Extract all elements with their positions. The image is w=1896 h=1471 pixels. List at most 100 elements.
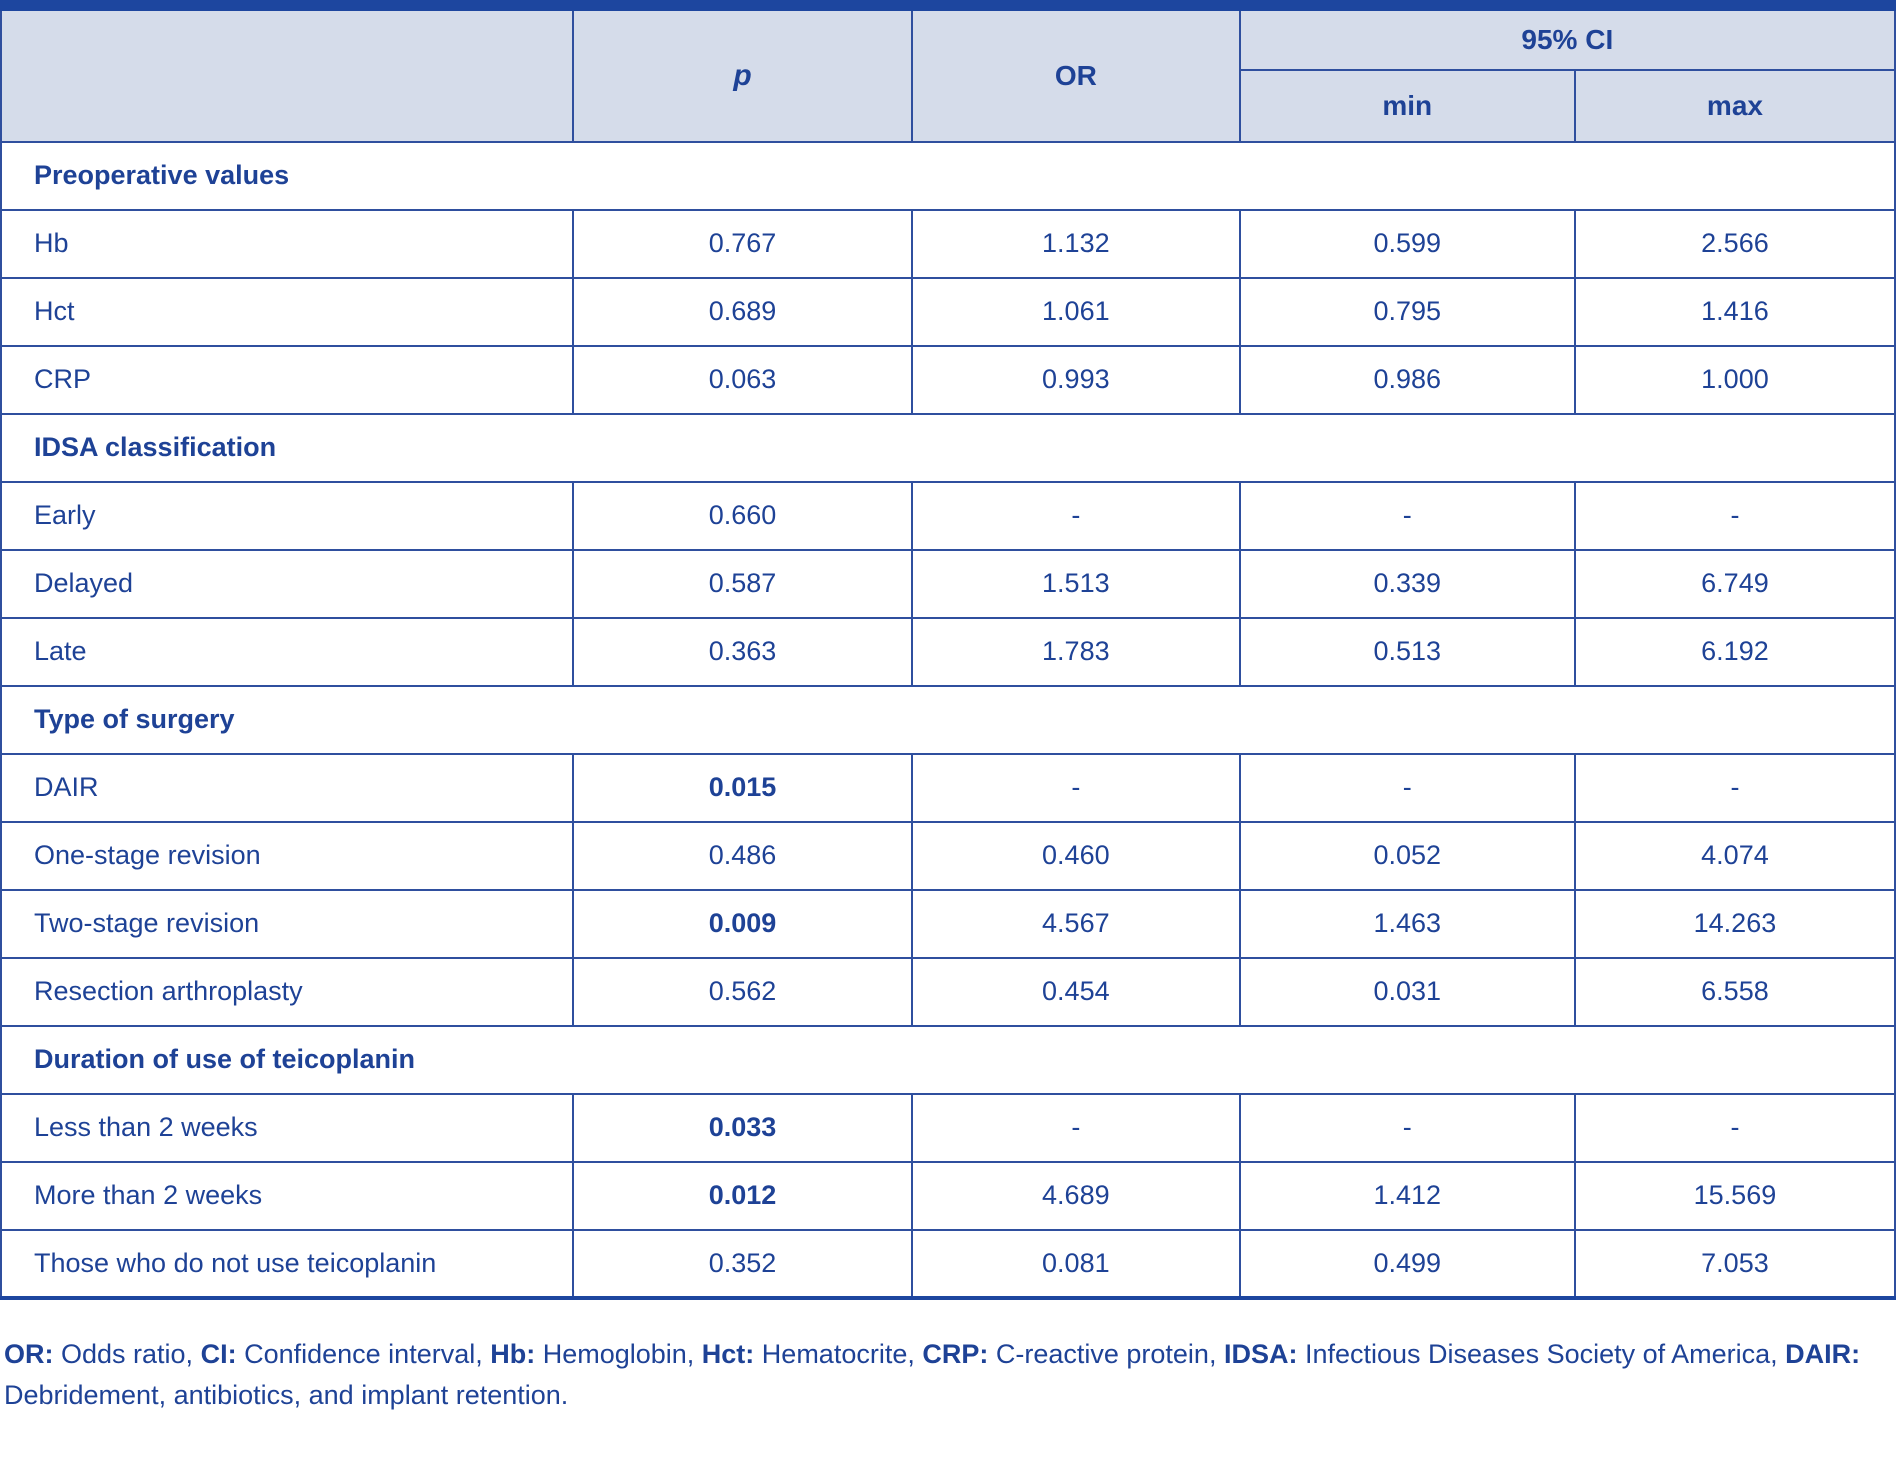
abbreviations-footnote: OR: Odds ratio, CI: Confidence interval,… [0, 1334, 1896, 1416]
ci-max-cell: - [1573, 480, 1896, 551]
ci-min-cell: 0.031 [1238, 956, 1576, 1027]
row-label-cell: One-stage revision [0, 820, 574, 891]
or-value-cell: - [911, 752, 1241, 823]
table-header: p OR 95% CI min max [0, 0, 1896, 143]
ci-max-cell: 1.416 [1573, 276, 1896, 347]
or-value-cell: 0.460 [911, 820, 1241, 891]
table-row: Two-stage revision 0.009 4.567 1.463 14.263 [0, 888, 1896, 959]
abbreviation-definition: Hematocrite, [754, 1338, 923, 1369]
row-label-cell: Delayed [0, 548, 574, 619]
ci-max-cell: 1.000 [1573, 344, 1896, 415]
header-ci-max: max [1573, 68, 1896, 143]
ci-min-cell: 1.463 [1238, 888, 1576, 959]
abbreviation-term: Hb: [490, 1338, 536, 1369]
table-row: Hb 0.767 1.132 0.599 2.566 [0, 208, 1896, 279]
abbreviation-definition: Confidence interval, [236, 1338, 491, 1369]
regression-results-table: p OR 95% CI min max Preoperative values H… [0, 0, 1896, 1300]
ci-max-cell: 4.074 [1573, 820, 1896, 891]
table-row: Those who do not use teicoplanin 0.352 0.0… [0, 1228, 1896, 1300]
or-value-cell: 1.061 [911, 276, 1241, 347]
header-empty-cell [0, 0, 574, 143]
ci-max-cell: - [1573, 752, 1896, 823]
abbreviation-definition: Debridement, antibiotics, and implant re… [4, 1379, 569, 1410]
p-value-cell: 0.363 [571, 616, 914, 687]
p-value-cell: 0.063 [571, 344, 914, 415]
ci-min-cell: 0.986 [1238, 344, 1576, 415]
row-label-cell: Late [0, 616, 574, 687]
ci-min-cell: - [1238, 752, 1576, 823]
table-row: Early 0.660- - - [0, 480, 1896, 551]
row-label-cell: Early [0, 480, 574, 551]
or-value-cell: 1.513 [911, 548, 1241, 619]
row-label-cell: CRP [0, 344, 574, 415]
ci-min-cell: - [1238, 1092, 1576, 1163]
p-value-cell: 0.689 [571, 276, 914, 347]
ci-max-cell: 6.749 [1573, 548, 1896, 619]
ci-min-cell: - [1238, 480, 1576, 551]
header-ci-min: min [1238, 68, 1576, 143]
row-label-cell: Less than 2 weeks [0, 1092, 574, 1163]
or-value-cell: 4.689 [911, 1160, 1241, 1231]
header-row-sub: min max [1, 68, 1896, 143]
p-value-cell: 0.486 [571, 820, 914, 891]
ci-min-cell: 0.499 [1238, 1228, 1576, 1300]
abbreviation-definition: Hemoglobin, [535, 1338, 702, 1369]
row-label-cell: Those who do not use teicoplanin [0, 1228, 574, 1300]
abbreviation-definition: Infectious Diseases Society of America, [1297, 1338, 1786, 1369]
ci-max-cell: 2.566 [1573, 208, 1896, 279]
row-label-cell: DAIR [0, 752, 574, 823]
p-value-cell: 0.012 [571, 1160, 914, 1231]
p-value-cell: 0.660 [571, 480, 914, 551]
ci-min-cell: 0.339 [1238, 548, 1576, 619]
abbreviation-term: Hct: [701, 1338, 755, 1369]
abbreviation-term: DAIR: [1785, 1338, 1861, 1369]
abbreviation-term: CRP: [922, 1338, 989, 1369]
table-row: DAIR 0.015- - - [0, 752, 1896, 823]
section-title-cell: Type of surgery [0, 684, 1896, 755]
or-value-cell: - [911, 480, 1241, 551]
or-value-cell: 0.993 [911, 344, 1241, 415]
row-label-cell: Two-stage revision [0, 888, 574, 959]
or-value-cell: 1.783 [911, 616, 1241, 687]
table-row: More than 2 weeks 0.012 4.689 1.412 15.569 [0, 1160, 1896, 1231]
ci-max-cell: 14.263 [1573, 888, 1896, 959]
abbreviation-term: OR: [4, 1338, 54, 1369]
or-value-cell: - [911, 1092, 1241, 1163]
or-value-cell: 0.081 [911, 1228, 1241, 1300]
ci-max-cell: 7.053 [1573, 1228, 1896, 1300]
table-row: Resection arthroplasty 0.562 0.454 0.031 6.5… [0, 956, 1896, 1027]
ci-min-cell: 0.513 [1238, 616, 1576, 687]
header-row-top: p OR 95% CI [0, 0, 1896, 143]
row-label-cell: Hb [0, 208, 574, 279]
section-row: Type of surgery [0, 684, 1896, 755]
table-row: Hct 0.689 1.061 0.795 1.416 [0, 276, 1896, 347]
table-row: Late 0.363 1.783 0.513 6.192 [0, 616, 1896, 687]
ci-max-cell: 15.569 [1573, 1160, 1896, 1231]
row-label-cell: Resection arthroplasty [0, 956, 574, 1027]
section-row: IDSA classification [0, 412, 1896, 483]
abbreviation-definition: Odds ratio, [53, 1338, 201, 1369]
p-value-cell: 0.033 [571, 1092, 914, 1163]
p-value-cell: 0.352 [571, 1228, 914, 1300]
ci-min-cell: 0.599 [1238, 208, 1576, 279]
ci-max-cell: 6.558 [1573, 956, 1896, 1027]
header-ci: 95% CI [1238, 0, 1896, 71]
section-title-cell: Preoperative values [0, 140, 1896, 211]
table-body: Preoperative values Hb 0.767 1.132 0.599 2.56… [0, 140, 1896, 1300]
section-row: Duration of use of teicoplanin [0, 1024, 1896, 1095]
header-p: p [571, 0, 914, 143]
ci-min-cell: 0.795 [1238, 276, 1576, 347]
ci-max-cell: - [1573, 1092, 1896, 1163]
table-row: Delayed 0.587 1.513 0.339 6.749 [0, 548, 1896, 619]
table-row: One-stage revision 0.486 0.460 0.052 4.074 [0, 820, 1896, 891]
section-row: Preoperative values [0, 140, 1896, 211]
abbreviation-definition: C-reactive protein, [988, 1338, 1224, 1369]
row-label-cell: Hct [0, 276, 574, 347]
section-title-cell: Duration of use of teicoplanin [0, 1024, 1896, 1095]
abbreviation-term: CI: [200, 1338, 237, 1369]
table-row: Less than 2 weeks 0.033- - - [0, 1092, 1896, 1163]
ci-max-cell: 6.192 [1573, 616, 1896, 687]
p-value-cell: 0.587 [571, 548, 914, 619]
p-value-cell: 0.009 [571, 888, 914, 959]
